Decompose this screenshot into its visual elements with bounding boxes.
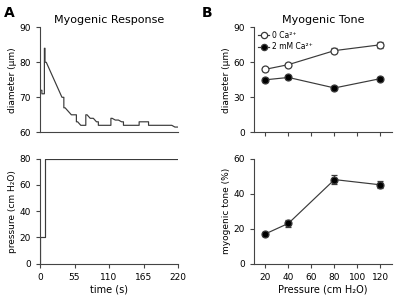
X-axis label: Pressure (cm H₂O): Pressure (cm H₂O) <box>278 285 368 295</box>
Y-axis label: myogenic tone (%): myogenic tone (%) <box>222 168 231 254</box>
Y-axis label: diameter (µm): diameter (µm) <box>222 47 231 113</box>
Title: Myogenic Tone: Myogenic Tone <box>282 15 364 25</box>
X-axis label: time (s): time (s) <box>90 285 128 295</box>
Text: A: A <box>4 6 15 20</box>
Text: B: B <box>202 6 213 20</box>
Legend: 0 Ca²⁺, 2 mM Ca²⁺: 0 Ca²⁺, 2 mM Ca²⁺ <box>258 31 313 52</box>
Y-axis label: diameter (µm): diameter (µm) <box>8 47 17 113</box>
Title: Myogenic Response: Myogenic Response <box>54 15 164 25</box>
Y-axis label: pressure (cm H₂O): pressure (cm H₂O) <box>8 170 17 252</box>
